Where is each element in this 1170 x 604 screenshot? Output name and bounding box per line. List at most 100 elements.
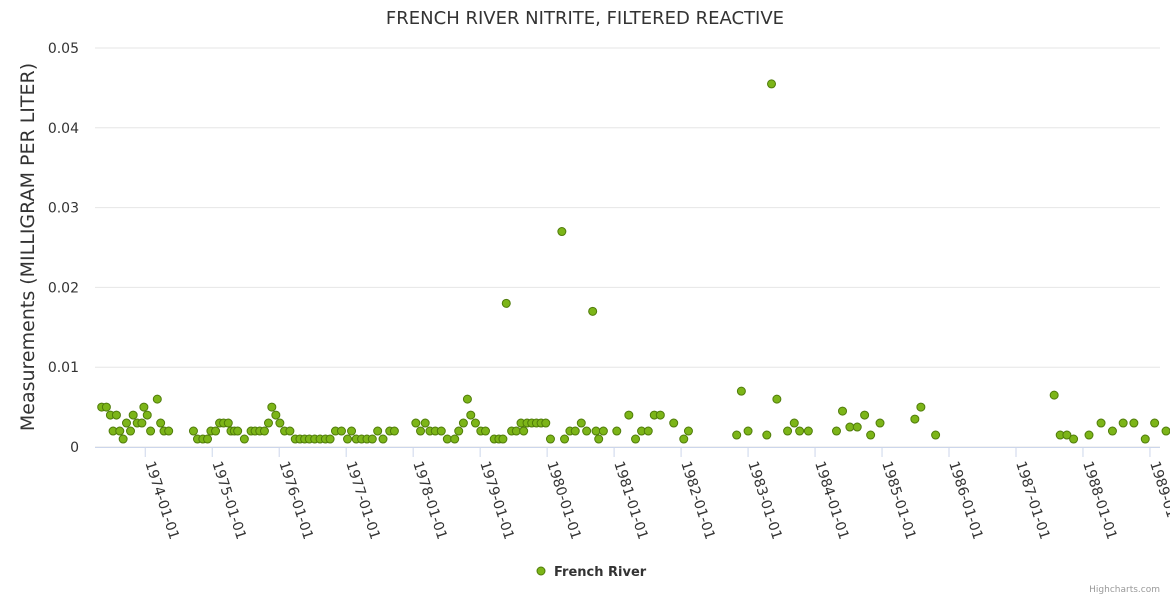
data-point[interactable] xyxy=(511,426,521,436)
data-point[interactable] xyxy=(655,410,665,420)
data-point[interactable] xyxy=(1140,434,1150,444)
data-point[interactable] xyxy=(582,426,592,436)
data-point[interactable] xyxy=(1150,418,1160,428)
data-point[interactable] xyxy=(498,434,508,444)
data-point[interactable] xyxy=(1084,430,1094,440)
data-point[interactable] xyxy=(910,414,920,424)
data-point[interactable] xyxy=(831,426,841,436)
data-point[interactable] xyxy=(762,430,772,440)
data-point[interactable] xyxy=(594,434,604,444)
data-point[interactable] xyxy=(378,434,388,444)
data-point[interactable] xyxy=(458,418,468,428)
credits-link[interactable]: Highcharts.com xyxy=(1089,585,1160,595)
data-point[interactable] xyxy=(156,418,166,428)
data-point[interactable] xyxy=(436,426,446,436)
data-point[interactable] xyxy=(101,402,111,412)
data-point[interactable] xyxy=(588,306,598,316)
data-point[interactable] xyxy=(803,426,813,436)
data-point[interactable] xyxy=(367,434,377,444)
data-point[interactable] xyxy=(146,426,156,436)
data-point[interactable] xyxy=(683,426,693,436)
data-point[interactable] xyxy=(875,418,885,428)
data-point[interactable] xyxy=(462,394,472,404)
data-point[interactable] xyxy=(450,434,460,444)
data-point[interactable] xyxy=(501,298,511,308)
data-point[interactable] xyxy=(416,426,426,436)
data-point[interactable] xyxy=(442,434,452,444)
data-point[interactable] xyxy=(233,426,243,436)
data-point[interactable] xyxy=(137,418,147,428)
data-point[interactable] xyxy=(126,426,135,436)
data-point[interactable] xyxy=(121,418,131,428)
data-point[interactable] xyxy=(591,426,601,436)
data-point[interactable] xyxy=(557,227,567,237)
data-point[interactable] xyxy=(931,430,941,440)
data-point[interactable] xyxy=(203,434,213,444)
data-point[interactable] xyxy=(860,410,870,420)
data-point[interactable] xyxy=(1096,418,1106,428)
data-point[interactable] xyxy=(669,418,679,428)
data-point[interactable] xyxy=(211,426,221,436)
data-point[interactable] xyxy=(470,418,480,428)
data-point[interactable] xyxy=(1161,426,1170,436)
data-point[interactable] xyxy=(643,426,653,436)
data-point[interactable] xyxy=(347,426,357,436)
data-point[interactable] xyxy=(612,426,622,436)
data-point[interactable] xyxy=(679,434,689,444)
data-point[interactable] xyxy=(420,418,430,428)
data-point[interactable] xyxy=(259,426,269,436)
data-point[interactable] xyxy=(838,406,848,416)
data-point[interactable] xyxy=(343,434,353,444)
data-point[interactable] xyxy=(1129,418,1139,428)
data-point[interactable] xyxy=(164,426,174,436)
data-point[interactable] xyxy=(1118,418,1128,428)
data-point[interactable] xyxy=(743,426,753,436)
data-point[interactable] xyxy=(1049,390,1059,400)
data-point[interactable] xyxy=(336,426,346,436)
data-point[interactable] xyxy=(789,418,799,428)
data-point[interactable] xyxy=(1062,430,1072,440)
data-point[interactable] xyxy=(454,426,464,436)
data-point[interactable] xyxy=(772,394,782,404)
data-point[interactable] xyxy=(519,426,529,436)
data-point[interactable] xyxy=(1107,426,1117,436)
data-point[interactable] xyxy=(325,434,335,444)
data-point[interactable] xyxy=(267,402,277,412)
data-point[interactable] xyxy=(736,386,746,396)
data-point[interactable] xyxy=(271,410,281,420)
data-point[interactable] xyxy=(624,410,634,420)
data-point[interactable] xyxy=(570,426,580,436)
data-point[interactable] xyxy=(916,402,926,412)
data-point[interactable] xyxy=(285,426,295,436)
data-point[interactable] xyxy=(576,418,586,428)
data-point[interactable] xyxy=(1069,434,1079,444)
data-point[interactable] xyxy=(223,418,233,428)
data-point[interactable] xyxy=(263,418,273,428)
data-point[interactable] xyxy=(481,426,490,436)
data-point[interactable] xyxy=(466,410,476,420)
data-point[interactable] xyxy=(115,426,125,436)
data-point[interactable] xyxy=(128,410,138,420)
data-point[interactable] xyxy=(845,422,855,432)
data-point[interactable] xyxy=(598,426,608,436)
data-point[interactable] xyxy=(118,434,128,444)
data-point[interactable] xyxy=(389,426,399,436)
data-point[interactable] xyxy=(866,430,876,440)
data-point[interactable] xyxy=(239,434,249,444)
data-point[interactable] xyxy=(139,402,149,412)
data-point[interactable] xyxy=(560,434,570,444)
legend-item-french-river[interactable]: French River xyxy=(536,565,647,580)
data-point[interactable] xyxy=(545,434,555,444)
data-point[interactable] xyxy=(783,426,793,436)
data-point[interactable] xyxy=(795,426,805,436)
data-point[interactable] xyxy=(152,394,162,404)
data-point[interactable] xyxy=(411,418,421,428)
data-point[interactable] xyxy=(767,79,777,89)
data-point[interactable] xyxy=(142,410,152,420)
data-point[interactable] xyxy=(373,426,383,436)
data-point[interactable] xyxy=(541,418,551,428)
data-point[interactable] xyxy=(188,426,198,436)
data-point[interactable] xyxy=(732,430,742,440)
data-point[interactable] xyxy=(631,434,641,444)
data-point[interactable] xyxy=(852,422,862,432)
